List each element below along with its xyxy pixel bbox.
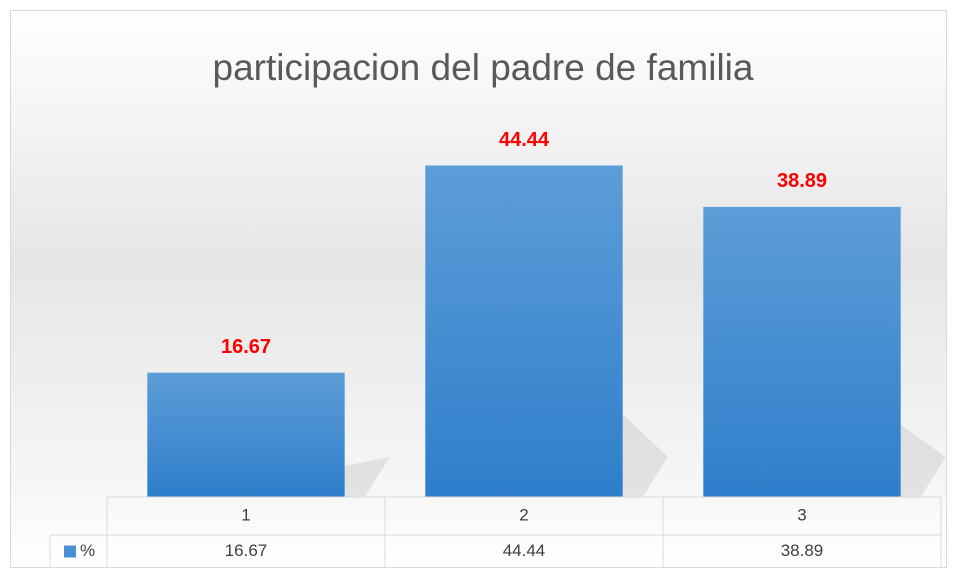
- bar: [147, 372, 345, 497]
- bar: [703, 206, 901, 497]
- data-label: 38.89: [777, 170, 827, 192]
- bar-shadow: [622, 414, 668, 497]
- data-label: 44.44: [499, 129, 550, 151]
- bar: [425, 165, 623, 497]
- bar-shadow: [900, 424, 946, 497]
- table-value: 16.67: [225, 541, 268, 560]
- chart-title: participacion del padre de familia: [213, 47, 754, 88]
- table-value: 38.89: [781, 541, 824, 560]
- table-value: 44.44: [503, 541, 546, 560]
- bar-shadow: [344, 457, 390, 497]
- x-tick-label: 1: [241, 505, 250, 524]
- legend-label: %: [80, 541, 95, 560]
- x-tick-label: 2: [519, 505, 528, 524]
- x-tick-label: 3: [797, 505, 806, 524]
- legend-key: [64, 545, 76, 558]
- data-label: 16.67: [221, 336, 271, 358]
